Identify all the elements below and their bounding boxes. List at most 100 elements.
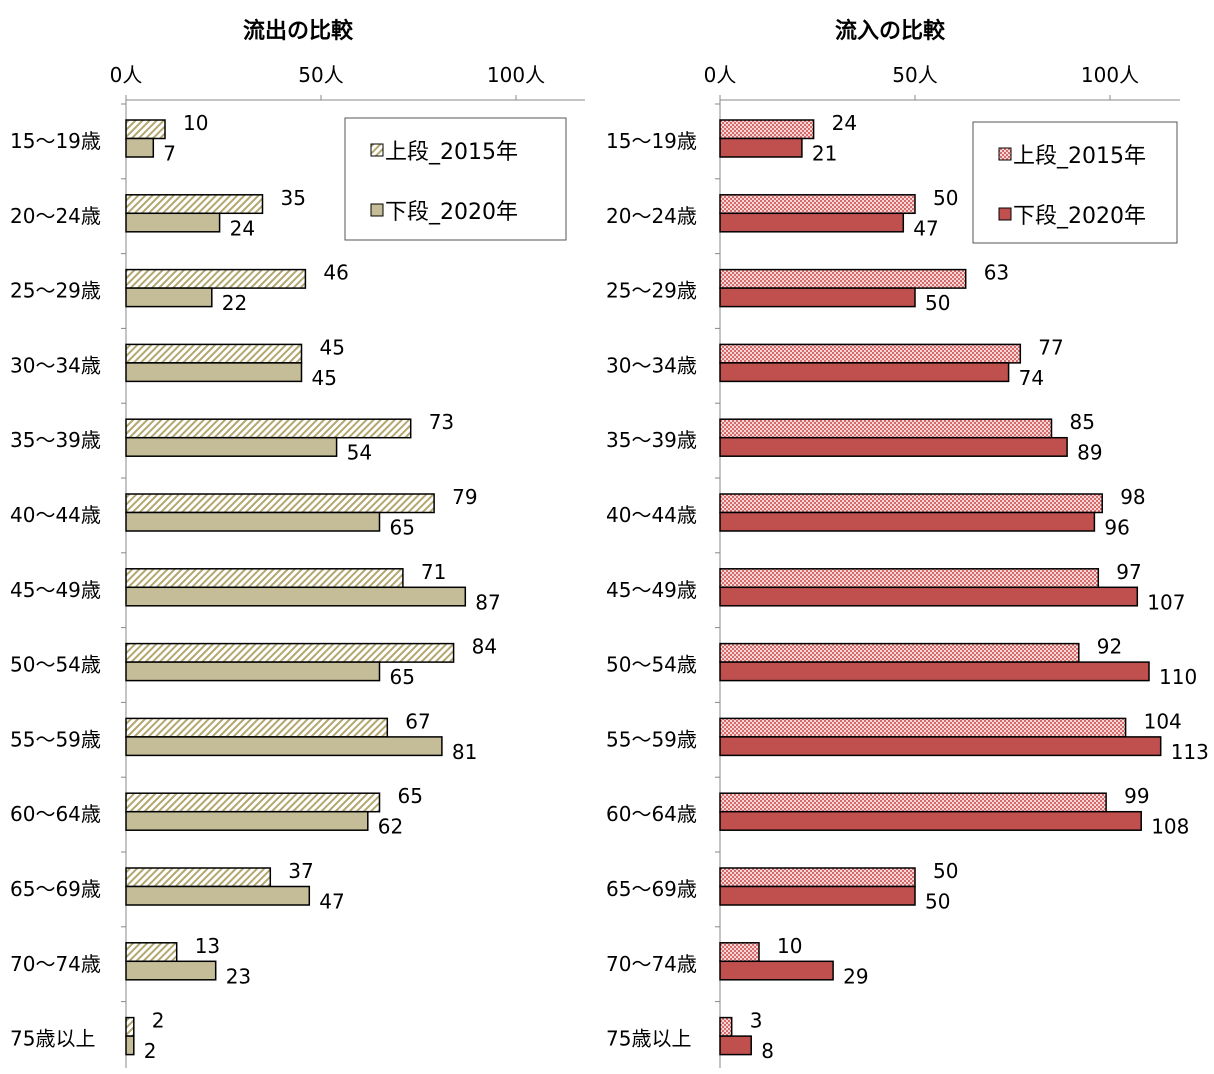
inflow-bar-2020 <box>719 287 916 308</box>
inflow-data-label-2015: 92 <box>1097 635 1122 659</box>
inflow-category-label: 35～39歳 <box>606 428 697 452</box>
inflow-data-label-2020: 107 <box>1147 590 1185 614</box>
outflow-bar-2020 <box>125 661 381 682</box>
inflow-data-label-2015: 50 <box>933 186 958 210</box>
outflow-category-label: 60～64歳 <box>10 802 101 826</box>
outflow-legend-box <box>344 117 567 241</box>
inflow-bar-2015 <box>719 119 815 140</box>
outflow-category-label: 45～49歳 <box>10 578 101 602</box>
outflow-legend-swatch <box>370 143 384 157</box>
inflow-category-label: 40～44歳 <box>606 503 697 527</box>
outflow-category-label: 50～54歳 <box>10 653 101 677</box>
outflow-category-label: 30～34歳 <box>10 353 101 377</box>
inflow-data-label-2020: 21 <box>812 142 837 166</box>
inflow-category-label: 45～49歳 <box>606 578 697 602</box>
outflow-bar-2020 <box>125 436 338 457</box>
outflow-category-label: 70～74歳 <box>10 952 101 976</box>
inflow-bar-2015 <box>719 867 916 888</box>
inflow-bar-2020 <box>719 362 1010 383</box>
outflow-data-label-2015: 37 <box>288 859 313 883</box>
inflow-data-label-2020: 50 <box>925 890 950 914</box>
inflow-data-label-2020: 89 <box>1077 441 1102 465</box>
outflow-legend-label: 下段_2020年 <box>385 200 518 225</box>
inflow-data-label-2020: 74 <box>1019 366 1044 390</box>
inflow-legend-swatch <box>998 207 1012 221</box>
outflow-bar-2020 <box>125 736 443 757</box>
inflow-bar-2015 <box>719 568 1100 589</box>
outflow-data-label-2015: 2 <box>152 1009 165 1033</box>
inflow-bar-2020 <box>719 1035 752 1056</box>
outflow-data-label-2015: 65 <box>398 784 423 808</box>
inflow-category-label: 20～24歳 <box>606 204 697 228</box>
inflow-chart: 流入の比較 0人 50人 100人 15～19歳 24 21 20～24歳 50 47 25～29歳… <box>606 18 1209 1068</box>
outflow-bar-2015 <box>125 493 435 514</box>
outflow-bar-2015 <box>125 418 412 439</box>
outflow-data-label-2020: 22 <box>222 291 247 315</box>
outflow-bar-2015 <box>125 867 272 888</box>
outflow-category-label: 15～19歳 <box>10 129 101 153</box>
outflow-bar-2015 <box>125 568 404 589</box>
inflow-data-label-2015: 98 <box>1120 485 1145 509</box>
outflow-category-label: 75歳以上 <box>10 1027 95 1051</box>
inflow-bar-2020 <box>719 736 1162 757</box>
inflow-tick-label: 0人 <box>704 63 737 87</box>
outflow-bar-2015 <box>125 119 166 140</box>
inflow-category-label: 60～64歳 <box>606 802 697 826</box>
outflow-data-label-2020: 65 <box>390 516 415 540</box>
inflow-bar-2015 <box>719 642 1080 663</box>
outflow-bar-2015 <box>125 1016 135 1037</box>
outflow-data-label-2020: 45 <box>312 366 337 390</box>
inflow-category-label: 70～74歳 <box>606 952 697 976</box>
outflow-bar-2020 <box>125 137 155 158</box>
inflow-bar-2020 <box>719 661 1150 682</box>
inflow-legend-label: 上段_2015年 <box>1013 144 1146 169</box>
inflow-bar-2020 <box>719 212 905 233</box>
outflow-data-label-2015: 10 <box>183 111 208 135</box>
outflow-data-label-2015: 79 <box>452 485 477 509</box>
outflow-data-label-2015: 73 <box>429 410 454 434</box>
outflow-category-label: 25～29歳 <box>10 279 101 303</box>
outflow-chart: 流出の比較 0人 50人 100人 15～19歳 10 7 20～24歳 35 24 25～29歳 4… <box>10 18 585 1068</box>
outflow-bar-2015 <box>125 942 178 963</box>
inflow-bar-2020 <box>719 885 916 906</box>
inflow-category-label: 75歳以上 <box>606 1027 691 1051</box>
inflow-bar-2020 <box>719 960 834 981</box>
inflow-category-label: 30～34歳 <box>606 353 697 377</box>
inflow-category-label: 50～54歳 <box>606 653 697 677</box>
inflow-data-label-2020: 110 <box>1159 665 1197 689</box>
outflow-bar-2020 <box>125 810 369 831</box>
inflow-title: 流入の比較 <box>835 18 946 44</box>
outflow-bar-2020 <box>125 511 381 532</box>
outflow-data-label-2020: 62 <box>378 815 403 839</box>
inflow-data-label-2020: 29 <box>843 964 868 988</box>
outflow-data-label-2015: 35 <box>281 186 306 210</box>
outflow-data-label-2020: 47 <box>319 890 344 914</box>
outflow-category-label: 65～69歳 <box>10 877 101 901</box>
inflow-tick-label: 100人 <box>1081 63 1139 87</box>
outflow-bar-2020 <box>125 1035 135 1056</box>
inflow-tick-label: 50人 <box>892 63 937 87</box>
outflow-data-label-2020: 54 <box>347 441 372 465</box>
inflow-bar-2015 <box>719 717 1127 738</box>
outflow-tick-label: 0人 <box>110 63 143 87</box>
inflow-data-label-2020: 108 <box>1151 815 1189 839</box>
inflow-data-label-2015: 63 <box>984 261 1009 285</box>
inflow-bar-2020 <box>719 436 1068 457</box>
inflow-data-label-2015: 3 <box>750 1009 763 1033</box>
inflow-bar-2020 <box>719 586 1139 607</box>
inflow-data-label-2015: 104 <box>1144 709 1182 733</box>
inflow-data-label-2020: 113 <box>1171 740 1209 764</box>
outflow-bar-2015 <box>125 792 381 813</box>
inflow-data-label-2015: 77 <box>1038 335 1063 359</box>
inflow-legend-label: 下段_2020年 <box>1013 204 1146 229</box>
outflow-bar-2015 <box>125 717 389 738</box>
outflow-data-label-2020: 81 <box>452 740 477 764</box>
outflow-category-label: 20～24歳 <box>10 204 101 228</box>
outflow-data-label-2020: 87 <box>475 590 500 614</box>
inflow-category-label: 55～59歳 <box>606 727 697 751</box>
outflow-data-label-2015: 84 <box>472 635 497 659</box>
inflow-bar-2020 <box>719 511 1096 532</box>
inflow-bar-2015 <box>719 418 1053 439</box>
outflow-data-label-2020: 23 <box>226 964 251 988</box>
